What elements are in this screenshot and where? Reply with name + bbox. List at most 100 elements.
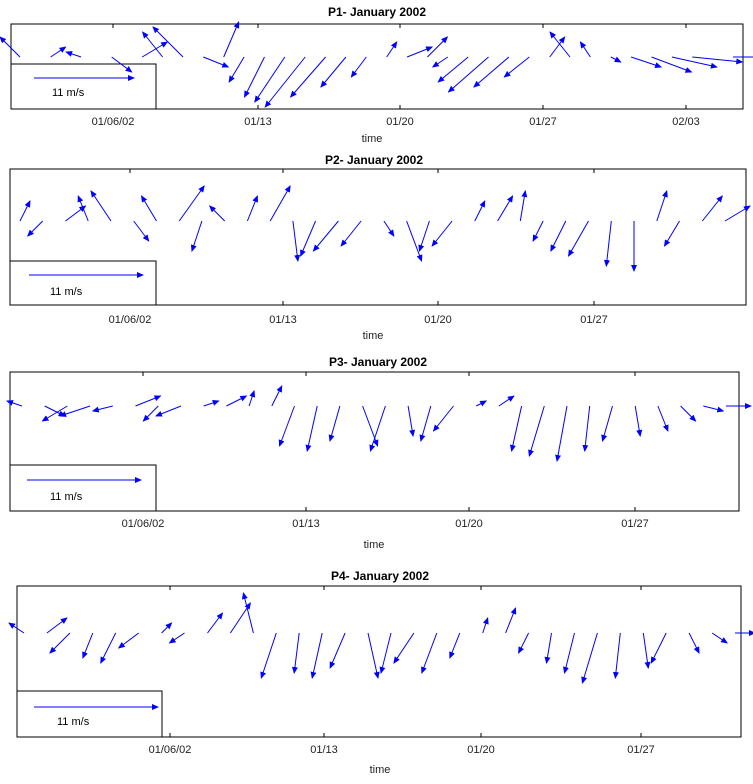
wind-vector-arrow (503, 56, 530, 78)
wind-vector-arrow (431, 56, 449, 68)
wind-vector-arrow (161, 622, 173, 634)
wind-vector-arrow (383, 220, 395, 237)
wind-vector-arrow (671, 56, 718, 69)
wind-vector-arrow (291, 632, 300, 674)
wind-vector-arrow (447, 56, 489, 93)
wind-vector-arrow (168, 632, 185, 644)
wind-vector-arrow (320, 56, 347, 88)
wind-vector-arrow (244, 56, 265, 98)
panel-p1: P1- January 2002 01/06/02 01/13 01/20 01… (0, 5, 753, 145)
plot-frame (9, 168, 747, 306)
wind-vector-arrow (421, 632, 438, 674)
wind-vector-arrow (190, 220, 203, 252)
x-tick-label: 01/27 (529, 116, 557, 128)
wind-vector-arrow (246, 195, 258, 222)
wind-vector-arrow (656, 190, 668, 222)
wind-vector-arrow (568, 220, 589, 257)
wind-vector-arrow (260, 632, 277, 679)
wind-vector-arrow (532, 220, 544, 242)
x-tick-label: 01/27 (627, 744, 655, 756)
wind-vector-arrow (386, 41, 398, 58)
wind-vector-arrow (142, 405, 159, 422)
vector-arrows (8, 592, 753, 684)
wind-vector-arrow (601, 405, 613, 442)
x-tick-label: 01/20 (455, 518, 483, 530)
x-tick-label: 01/06/02 (92, 116, 135, 128)
wind-vector-arrow (203, 56, 230, 68)
wind-vector-arrow (228, 56, 245, 83)
wind-vector-arrow (6, 400, 23, 407)
wind-vector-arrow (241, 592, 254, 634)
wind-vector-arrow (223, 21, 240, 58)
wind-vector-arrow (49, 632, 71, 654)
wind-vector-arrow (449, 632, 461, 659)
ticks (169, 586, 642, 737)
wind-vector-arrow (579, 41, 591, 58)
scale-label: 11 m/s (57, 716, 90, 728)
wind-vector-arrow (340, 220, 362, 247)
vector-arrows (19, 185, 751, 272)
wind-vector-arrow (497, 195, 514, 222)
x-axis-label: time (363, 330, 384, 342)
panel-title: P2- January 2002 (325, 153, 423, 167)
panel-title: P4- January 2002 (331, 569, 429, 583)
x-tick-label: 01/13 (269, 314, 297, 326)
wind-vector-arrow (650, 632, 667, 664)
wind-vector-arrow (155, 405, 182, 417)
plot-frame (16, 585, 742, 738)
wind-vector-arrow (292, 220, 301, 262)
wind-vector-arrow (703, 405, 725, 413)
wind-vector-arrow (379, 632, 392, 674)
ticks (112, 24, 687, 109)
wind-vector-arrow (300, 220, 317, 257)
wind-vector-arrow (203, 400, 220, 407)
wind-vector-arrow (305, 405, 318, 452)
wind-vector-arrow (46, 617, 68, 634)
wind-vector-arrow (555, 405, 568, 462)
x-tick-label: 01/13 (292, 518, 320, 530)
wind-vector-arrow (505, 607, 517, 634)
wind-vector-arrow (418, 220, 430, 252)
wind-vector-arrow (474, 200, 486, 222)
wind-vector-arrow (367, 632, 380, 679)
x-tick-label: 01/20 (386, 116, 414, 128)
wind-vector-arrow (518, 632, 530, 654)
wind-vector-arrow (100, 632, 117, 664)
wind-vector-arrow (610, 56, 622, 63)
wind-vector-arrow (407, 405, 416, 437)
wind-vector-arrow (65, 205, 87, 222)
wind-vector-arrow (612, 632, 621, 679)
wind-vector-arrow (44, 405, 66, 417)
wind-vector-arrow (475, 400, 488, 407)
wind-vector-arrow (634, 405, 643, 437)
wind-vector-arrow (248, 390, 256, 407)
wind-vector-arrow (528, 405, 545, 457)
wind-vector-arrow (19, 200, 31, 222)
wind-vector-arrow (544, 632, 552, 664)
wind-vector-arrow (278, 405, 295, 447)
wind-vector-arrow (8, 622, 25, 634)
scale-label: 11 m/s (52, 87, 85, 99)
wind-vector-arrow (711, 632, 728, 644)
panel-p2: P2- January 2002 01/06/02 01/13 01/20 01… (9, 153, 751, 342)
wind-vector-arrow (701, 195, 723, 222)
plot-frame (9, 371, 740, 512)
wind-vector-arrow (133, 220, 150, 242)
x-tick-label: 01/06/02 (149, 744, 192, 756)
x-tick-label: 01/27 (580, 314, 608, 326)
wind-vector-arrow (41, 405, 68, 422)
wind-vector-arrow (630, 56, 663, 68)
wind-vector-arrow (663, 220, 680, 247)
vector-arrows (0, 21, 753, 108)
wind-vector-arrow (688, 632, 700, 654)
wind-vector-arrow (312, 220, 339, 252)
x-axis-label: time (364, 539, 385, 551)
x-axis-label: time (370, 764, 391, 776)
wind-vector-arrow (152, 26, 184, 58)
wind-vector-arrow (692, 56, 744, 65)
wind-vector-arrow (519, 190, 528, 222)
panel-p3: P3- January 2002 01/06/02 01/13 01/20 01… (6, 355, 752, 551)
wind-vector-arrow (362, 405, 379, 447)
x-tick-label: 02/03 (672, 116, 700, 128)
